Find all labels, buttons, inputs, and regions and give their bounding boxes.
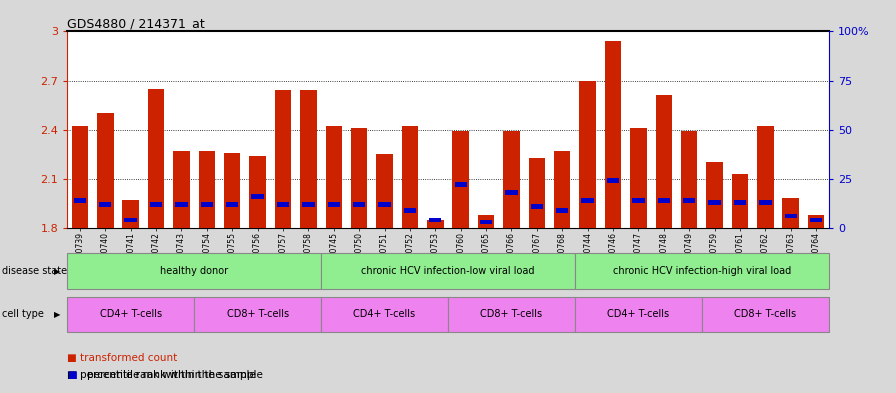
Bar [810,218,823,222]
Text: cell type: cell type [2,309,44,320]
Bar [378,202,391,207]
Bar [709,200,720,205]
Bar [72,127,88,228]
Bar [580,81,596,228]
Bar [176,202,187,207]
Bar [504,131,520,228]
Text: ▶: ▶ [54,310,60,319]
Bar [404,208,416,213]
Bar [530,204,543,209]
Text: CD4+ T-cells: CD4+ T-cells [607,309,669,320]
Bar [376,154,392,228]
Bar [199,151,215,228]
Bar [706,162,723,228]
Text: CD4+ T-cells: CD4+ T-cells [99,309,162,320]
Text: percentile rank within the sample: percentile rank within the sample [87,370,263,380]
Text: ■ transformed count: ■ transformed count [67,353,177,363]
Bar [808,215,824,228]
Bar [478,215,495,228]
Bar [556,208,568,213]
Bar [454,182,467,187]
Bar [732,174,748,228]
Bar [607,178,619,183]
Text: GDS4880 / 214371_at: GDS4880 / 214371_at [67,17,205,30]
Bar [429,218,442,222]
Bar [681,131,697,228]
Bar [633,198,644,203]
Bar [658,198,670,203]
Text: CD8+ T-cells: CD8+ T-cells [480,309,543,320]
Bar [249,156,266,228]
Bar [427,220,444,228]
Text: healthy donor: healthy donor [160,266,228,276]
Bar [582,198,594,203]
Text: ■: ■ [67,370,77,380]
Bar [785,214,797,219]
Bar [300,90,316,228]
Bar [325,127,342,228]
Bar [505,190,518,195]
Bar [353,202,366,207]
Bar [683,198,695,203]
Bar [148,89,164,228]
Bar [554,151,571,228]
Bar [123,200,139,228]
Bar [125,218,137,222]
Bar [452,131,469,228]
Bar [351,128,367,228]
Bar [252,194,263,199]
Bar [73,198,86,203]
Bar [630,128,647,228]
Bar [605,41,621,228]
Text: ▶: ▶ [54,267,60,275]
Bar [529,158,545,228]
Bar [302,202,314,207]
Bar [226,202,238,207]
Bar [480,220,492,224]
Bar [734,200,746,205]
Text: CD4+ T-cells: CD4+ T-cells [353,309,416,320]
Bar [150,202,162,207]
Text: ■ percentile rank within the sample: ■ percentile rank within the sample [67,370,256,380]
Bar [224,152,240,228]
Bar [757,127,773,228]
Text: disease state: disease state [2,266,67,276]
Bar [782,198,799,228]
Text: chronic HCV infection-high viral load: chronic HCV infection-high viral load [613,266,791,276]
Bar [97,113,114,228]
Text: CD8+ T-cells: CD8+ T-cells [734,309,797,320]
Bar [277,202,289,207]
Bar [328,202,340,207]
Bar [759,200,771,205]
Text: chronic HCV infection-low viral load: chronic HCV infection-low viral load [361,266,535,276]
Bar [401,127,418,228]
Bar [173,151,190,228]
Text: CD8+ T-cells: CD8+ T-cells [227,309,289,320]
Bar [656,95,672,228]
Bar [201,202,213,207]
Bar [275,90,291,228]
Bar [99,202,111,207]
